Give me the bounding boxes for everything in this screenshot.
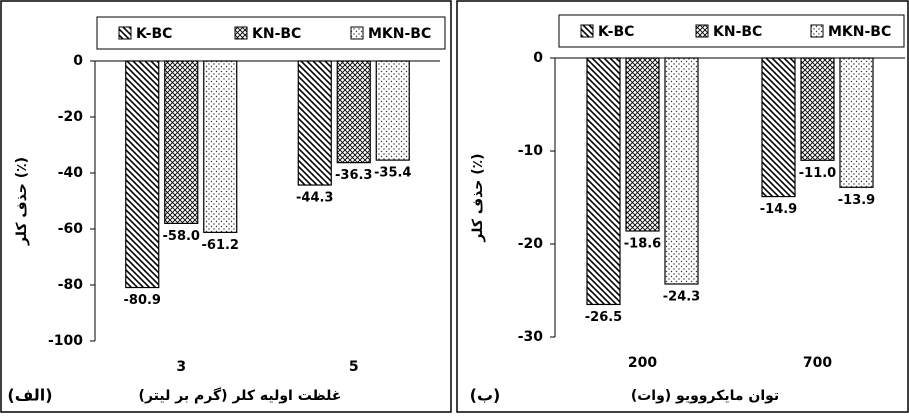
legend-box [558, 14, 905, 48]
panel-label: (الف) [7, 386, 52, 405]
x-tick-label: 700 [803, 355, 832, 371]
y-axis-label: حذف کلر (٪) [470, 153, 486, 242]
y-tick-label: -60 [58, 221, 84, 237]
value-label: -24.3 [663, 289, 700, 304]
bar [586, 57, 621, 306]
legend-label: MKN-BC [368, 26, 431, 42]
y-tick-label: -30 [518, 329, 544, 345]
bar [761, 57, 796, 198]
legend-label: KN-BC [252, 26, 301, 42]
bar [839, 57, 874, 188]
bar [800, 57, 835, 161]
value-label: -44.3 [296, 191, 333, 206]
y-tick-label: -40 [58, 165, 84, 181]
bar [125, 60, 160, 289]
y-tick-label: -80 [58, 277, 84, 293]
value-label: -36.3 [335, 168, 372, 183]
bar [164, 60, 199, 224]
legend-label: K-BC [136, 26, 172, 42]
value-label: -13.9 [838, 193, 875, 208]
value-label: -18.6 [624, 236, 661, 251]
legend-swatch [695, 24, 709, 38]
bar [203, 60, 238, 233]
panel-frame [0, 0, 452, 413]
value-label: -35.4 [374, 166, 411, 181]
legend-label: K-BC [598, 24, 634, 40]
x-tick-label: 200 [628, 355, 657, 371]
legend-swatch [580, 24, 594, 38]
legend-swatch [118, 26, 132, 40]
x-axis-label: غلظت اولیه کلر (گرم بر لیتر) [139, 387, 342, 404]
value-label: -61.2 [202, 238, 239, 253]
x-tick-label: 5 [349, 359, 359, 375]
legend-label: KN-BC [713, 24, 762, 40]
value-label: -58.0 [163, 229, 200, 244]
bar [297, 60, 332, 186]
y-tick-label: 0 [533, 50, 543, 66]
value-label: -11.0 [799, 166, 836, 181]
y-tick-label: 0 [73, 53, 83, 69]
legend-swatch [810, 24, 824, 38]
y-tick-label: -10 [518, 143, 544, 159]
x-axis-label: توان مایکروویو (وات) [631, 388, 779, 404]
legend-label: MKN-BC [828, 24, 891, 40]
bar [664, 57, 699, 285]
y-tick-label: -100 [48, 333, 83, 349]
legend-swatch [350, 26, 364, 40]
panel-frame [456, 0, 909, 413]
y-tick-label: -20 [518, 236, 544, 252]
x-tick-label: 3 [176, 359, 186, 375]
bar [625, 57, 660, 232]
y-tick-label: -20 [58, 109, 84, 125]
value-label: -26.5 [585, 310, 622, 325]
panel-label: (ب) [470, 386, 501, 405]
bar [336, 60, 371, 164]
value-label: -14.9 [760, 202, 797, 217]
bar [375, 60, 410, 161]
y-axis-label: حذف کلر (٪) [14, 157, 30, 246]
value-label: -80.9 [124, 293, 161, 308]
legend-box [96, 16, 446, 50]
legend-swatch [234, 26, 248, 40]
